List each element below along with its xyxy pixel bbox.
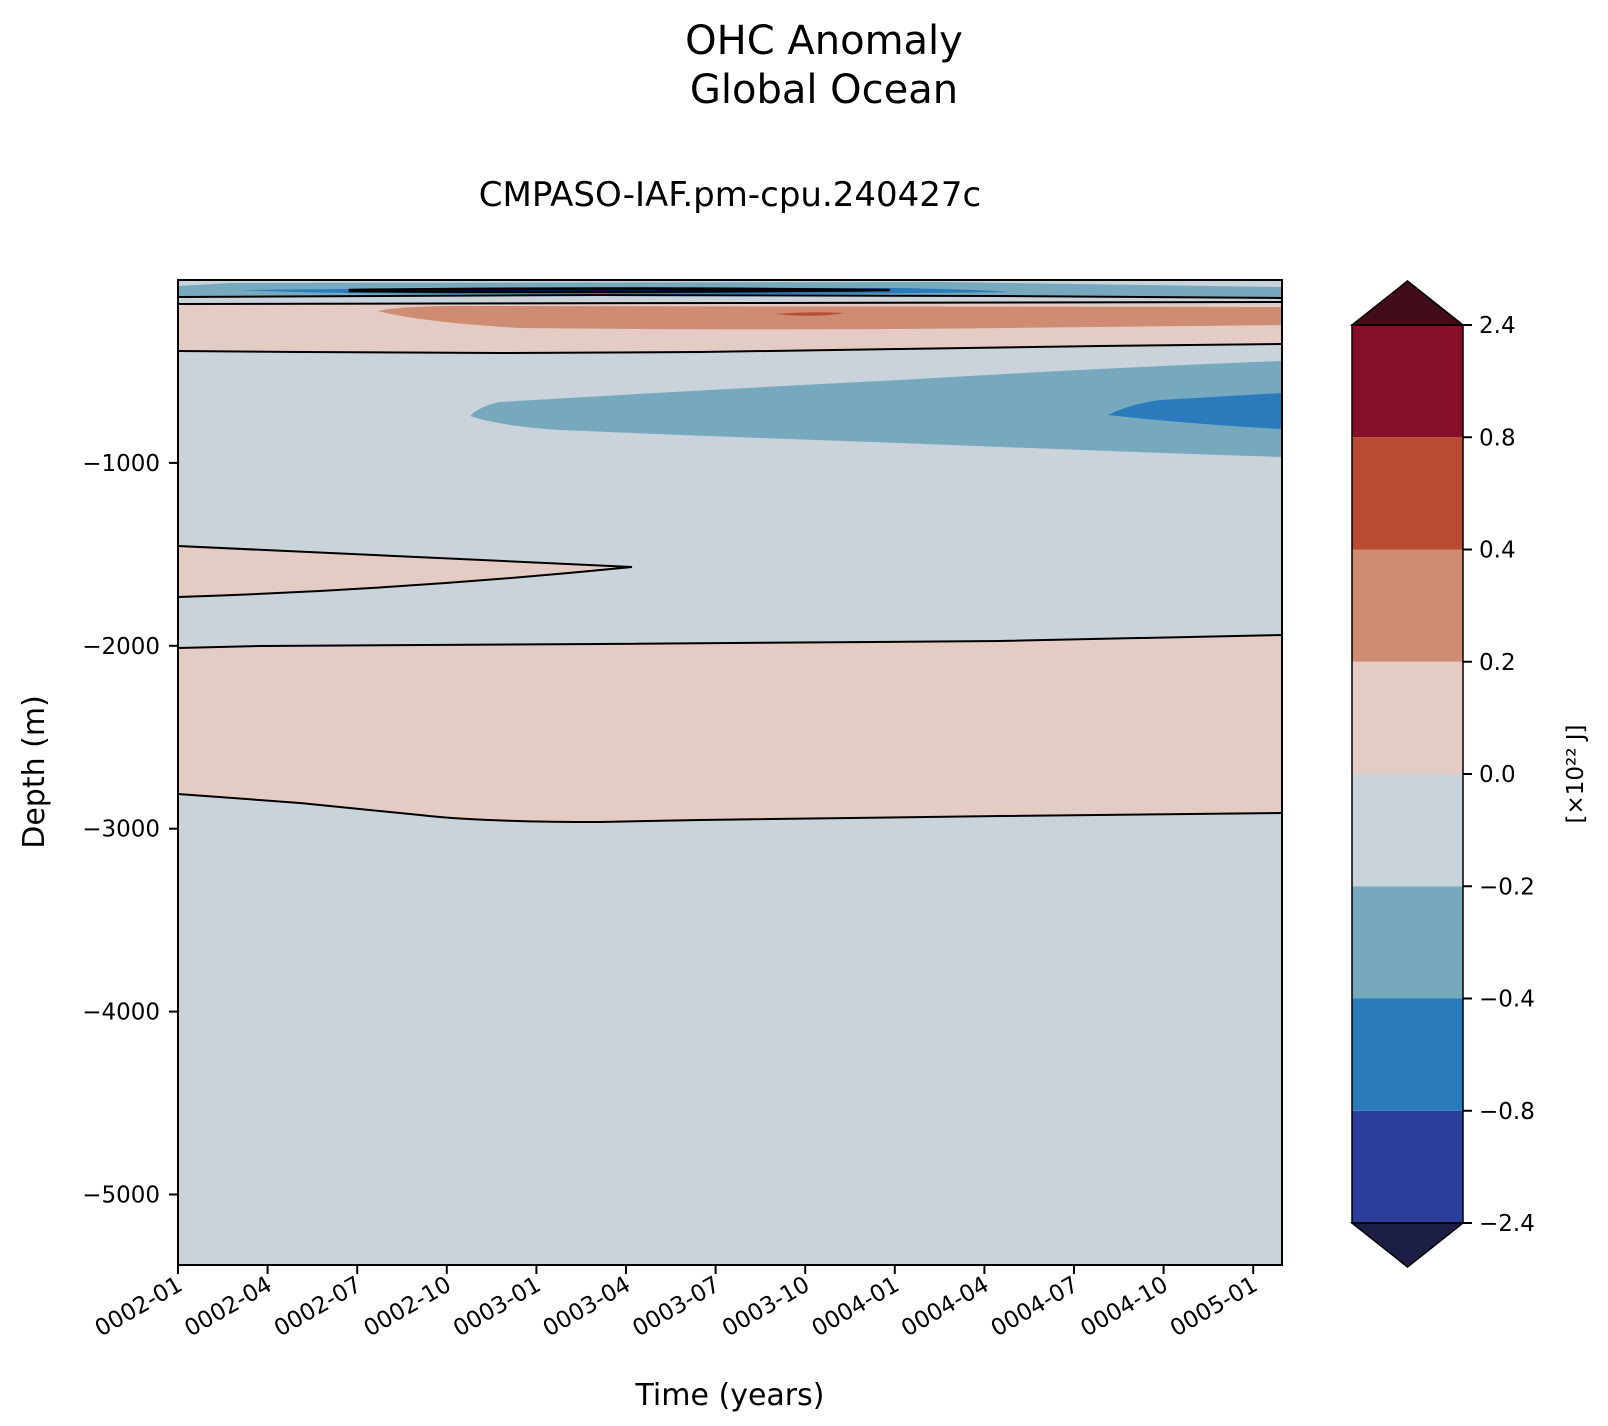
region-warm-wedge — [178, 546, 632, 597]
region-mid-cool — [470, 361, 1282, 457]
contour-line — [177, 293, 1283, 299]
colorbar-tick-label: −2.4 — [1479, 1211, 1535, 1237]
colorbar: −2.4 −0.8 −0.4 −0.2 0.0 0.2 0.4 0.8 2.4 — [1349, 280, 1535, 1268]
y-tick-label: −2000 — [82, 634, 160, 660]
contour-line — [177, 793, 1283, 824]
x-tick-label: 0004-10 — [1076, 1272, 1172, 1343]
region-upper-warm-peak — [775, 312, 845, 316]
x-tick-label: 0005-01 — [1166, 1272, 1262, 1343]
chart-title-line-2: Global Ocean — [690, 67, 958, 113]
x-tick-label: 0002-01 — [91, 1272, 187, 1343]
x-tick-label: 0004-04 — [897, 1272, 993, 1343]
x-tick-label: 0002-07 — [270, 1272, 366, 1343]
x-tick-label: 0003-04 — [539, 1272, 635, 1343]
x-axis-label: Time (years) — [635, 1378, 825, 1413]
contour-line — [177, 301, 1283, 305]
colorbar-label: [×10²² J] — [1563, 724, 1589, 823]
y-tick-label: −5000 — [82, 1183, 160, 1209]
contour-line — [177, 545, 633, 598]
colorbar-segment — [1352, 549, 1463, 662]
region-mid-cool-core — [1108, 393, 1282, 429]
plot-frame — [177, 279, 1283, 1266]
x-tick-label: 0002-10 — [360, 1272, 456, 1343]
colorbar-segment — [1352, 661, 1463, 774]
contour-plot — [177, 279, 1283, 1266]
colorbar-under-extend — [1349, 1222, 1466, 1268]
colorbar-tick-label: 0.8 — [1479, 425, 1516, 451]
contour-line — [177, 343, 1283, 355]
chart-subtitle: CMPASO-IAF.pm-cpu.240427c — [479, 175, 982, 215]
colorbar-segment — [1352, 774, 1463, 887]
y-tick-label: −4000 — [82, 1000, 160, 1026]
colorbar-segment — [1352, 886, 1463, 999]
x-axis: 0002-010002-040002-070002-100003-010003-… — [91, 1265, 1262, 1342]
y-axis: −1000 −2000 −3000 −4000 −5000 — [82, 451, 178, 1209]
x-tick-label: 0004-01 — [808, 1272, 904, 1343]
y-tick-label: −3000 — [82, 817, 160, 843]
colorbar-tick-label: 2.4 — [1479, 313, 1516, 339]
contour-lines — [177, 287, 1283, 824]
colorbar-segment — [1352, 1110, 1463, 1223]
colorbar-tick-label: −0.8 — [1479, 1099, 1535, 1125]
x-tick-label: 0003-01 — [449, 1272, 545, 1343]
y-tick-label: −1000 — [82, 451, 160, 477]
region-upper-warm-strong — [378, 306, 1282, 330]
colorbar-segment — [1352, 325, 1463, 438]
x-tick-label: 0003-10 — [718, 1272, 814, 1343]
x-tick-label: 0004-07 — [987, 1272, 1083, 1343]
contour-line — [348, 287, 891, 294]
colorbar-over-extend — [1349, 280, 1466, 326]
x-tick-label: 0002-04 — [180, 1272, 276, 1343]
colorbar-segment — [1352, 998, 1463, 1111]
colorbar-tick-label: 0.0 — [1479, 762, 1516, 788]
contour-line — [177, 634, 1283, 649]
colorbar-tick-label: −0.4 — [1479, 987, 1535, 1013]
colorbar-segment — [1352, 437, 1463, 550]
region-deep-warm — [178, 635, 1282, 822]
colorbar-tick-label: −0.2 — [1479, 874, 1535, 900]
x-tick-label: 0003-07 — [628, 1272, 724, 1343]
colorbar-tick-label: 0.4 — [1479, 538, 1516, 564]
y-axis-label: Depth (m) — [17, 695, 52, 849]
chart-title-line-1: OHC Anomaly — [685, 18, 963, 64]
colorbar-tick-label: 0.2 — [1479, 650, 1516, 676]
